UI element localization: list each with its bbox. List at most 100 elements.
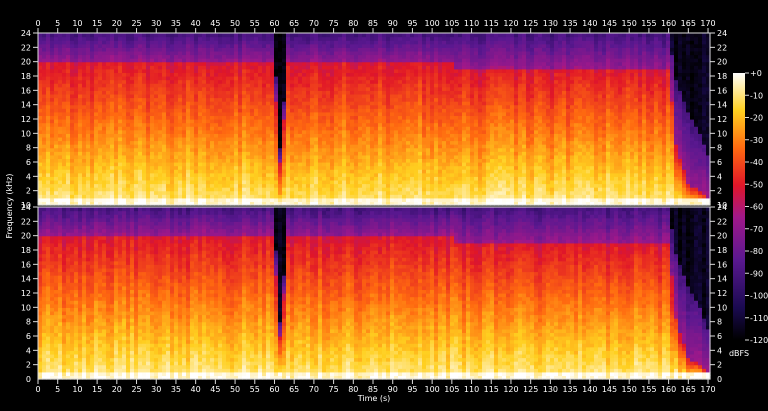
spectrogram-cell <box>134 190 139 195</box>
spectrogram-cell <box>82 86 87 91</box>
spectrogram-cell <box>202 47 207 52</box>
spectrogram-cell <box>426 151 431 156</box>
spectrogram-cell <box>142 65 147 70</box>
spectrogram-cell <box>194 97 199 102</box>
spectrogram-cell <box>38 165 43 170</box>
spectrogram-cell <box>434 93 439 99</box>
spectrogram-cell <box>190 197 195 203</box>
spectrogram-cell <box>226 50 231 56</box>
spectrogram-cell <box>386 158 391 163</box>
spectrogram-cell <box>90 50 95 56</box>
spectrogram-cell <box>426 79 431 84</box>
spectrogram-cell <box>386 144 391 149</box>
spectrogram-cell <box>166 36 171 41</box>
spectrogram-cell <box>50 72 55 77</box>
spectrogram-cell <box>450 154 455 160</box>
spectrogram-cell <box>146 47 151 52</box>
spectrogram-cell <box>222 126 227 131</box>
spectrogram-cell <box>78 83 83 88</box>
spectrogram-cell <box>250 129 255 134</box>
spectrogram-cell <box>426 172 431 177</box>
spectrogram-cell <box>38 147 43 152</box>
spectrogram-cell <box>374 43 379 48</box>
spectrogram-cell <box>98 40 103 45</box>
spectrogram-cell <box>454 194 459 199</box>
spectrogram-cell <box>378 97 383 102</box>
spectrogram-cell <box>366 97 371 102</box>
spectrogram-cell <box>134 187 139 192</box>
spectrogram-cell <box>46 197 51 203</box>
spectrogram-cell <box>194 68 199 74</box>
spectrogram-cell <box>150 144 155 149</box>
spectrogram-cell <box>442 54 447 59</box>
spectrogram-cell <box>90 122 95 127</box>
spectrogram-cell <box>406 43 411 48</box>
spectrogram-cell <box>314 97 319 102</box>
spectrogram-cell <box>54 165 59 170</box>
spectrogram-cell <box>194 108 199 113</box>
spectrogram-cell <box>74 93 79 99</box>
spectrogram-cell <box>194 122 199 127</box>
spectrogram-cell <box>118 86 123 91</box>
spectrogram-cell <box>114 147 119 152</box>
spectrogram-cell <box>174 169 179 174</box>
spectrogram-cell <box>202 76 207 81</box>
spectrogram-cell <box>38 136 43 142</box>
spectrogram-cell <box>314 147 319 152</box>
spectrogram-cell <box>126 183 131 188</box>
spectrogram-cell <box>378 122 383 127</box>
spectrogram-cell <box>134 90 139 95</box>
spectrogram-cell <box>446 147 451 152</box>
spectrogram-cell <box>394 54 399 59</box>
spectrogram-cell <box>42 179 47 185</box>
spectrogram-cell <box>270 119 275 124</box>
spectrogram-cell <box>46 79 51 84</box>
spectrogram-cell <box>238 179 243 185</box>
spectrogram-cell <box>418 72 423 77</box>
spectrogram-cell <box>138 50 143 56</box>
spectrogram-cell <box>346 133 351 138</box>
spectrogram-cell <box>326 72 331 77</box>
spectrogram-cell <box>422 183 427 188</box>
spectrogram-cell <box>298 162 303 167</box>
spectrogram-cell <box>66 111 71 117</box>
spectrogram-cell <box>442 179 447 185</box>
spectrogram-cell <box>182 76 187 81</box>
spectrogram-cell <box>94 133 99 138</box>
spectrogram-cell <box>450 165 455 170</box>
spectrogram-cell <box>422 165 427 170</box>
spectrogram-cell <box>282 90 287 95</box>
spectrogram-cell <box>46 104 51 109</box>
spectrogram-cell <box>102 169 107 174</box>
spectrogram-cell <box>258 122 263 127</box>
spectrogram-cell <box>50 194 55 199</box>
spectrogram-cell <box>330 129 335 134</box>
spectrogram-cell <box>214 61 219 66</box>
spectrogram-cell <box>362 119 367 124</box>
spectrogram-cell <box>290 40 295 45</box>
spectrogram-cell <box>126 126 131 131</box>
spectrogram-cell <box>250 93 255 99</box>
spectrogram-cell <box>366 136 371 142</box>
spectrogram-cell <box>430 179 435 185</box>
spectrogram-cell <box>398 183 403 188</box>
spectrogram-cell <box>178 65 183 70</box>
spectrogram-cell <box>326 172 331 177</box>
spectrogram-cell <box>362 101 367 106</box>
spectrogram-cell <box>282 43 287 48</box>
spectrogram-cell <box>450 115 455 120</box>
spectrogram-cell <box>142 68 147 74</box>
spectrogram-cell <box>70 86 75 91</box>
spectrogram-cell <box>450 79 455 84</box>
spectrogram-cell <box>366 33 371 38</box>
spectrogram-cell <box>418 104 423 109</box>
spectrogram-cell <box>430 47 435 52</box>
spectrogram-cell <box>122 176 127 181</box>
spectrogram-cell <box>106 58 111 63</box>
spectrogram-cell <box>42 50 47 56</box>
spectrogram-cell <box>78 65 83 70</box>
spectrogram-cell <box>258 147 263 152</box>
spectrogram-cell <box>382 187 387 192</box>
spectrogram-cell <box>330 101 335 106</box>
spectrogram-cell <box>122 40 127 45</box>
